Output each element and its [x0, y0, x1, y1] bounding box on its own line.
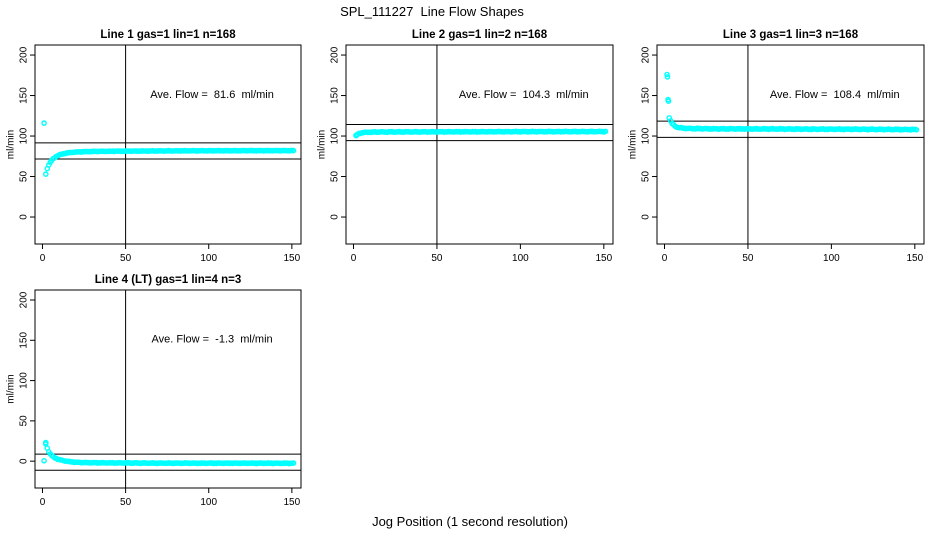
x-axis-label: Jog Position (1 second resolution) [372, 514, 568, 529]
panel-title: Line 1 gas=1 lin=1 n=168 [100, 29, 236, 41]
y-tick-label: 150 [19, 87, 30, 104]
y-tick-label: 0 [19, 214, 30, 220]
y-axis-unit-label: ml/min [6, 130, 17, 159]
y-tick-label: 100 [330, 127, 341, 144]
panel-title: Line 3 gas=1 lin=3 n=168 [723, 29, 859, 41]
x-tick-label: 150 [284, 497, 301, 508]
y-tick-label: 200 [330, 46, 341, 63]
y-axis-unit-label: ml/min [317, 130, 328, 159]
data-points [41, 439, 297, 467]
data-point [290, 147, 297, 154]
y-tick-label: 150 [19, 332, 30, 349]
y-tick-label: 100 [641, 127, 652, 144]
outlier-point [41, 120, 47, 126]
outlier-point [41, 457, 47, 464]
data-point [290, 460, 297, 466]
x-tick-label: 50 [431, 253, 443, 264]
x-tick-label: 150 [595, 253, 612, 264]
panel-3: 0 50 100 150 0 50 100 150 200 ml/min Line 3 gas=1 … [628, 29, 925, 264]
y-axis-unit-label: ml/min [6, 374, 17, 403]
data-point [913, 127, 920, 133]
panel-4: 0 50 100 150 0 50 100 150 200 ml/min Line 4 (LT) g… [6, 274, 302, 508]
y-tick-label: 50 [19, 415, 30, 427]
plot-box [34, 44, 302, 245]
plot-box [345, 44, 614, 245]
y-tick-label: 150 [330, 87, 341, 104]
panel-title: Line 2 gas=1 lin=2 n=168 [412, 29, 548, 41]
data-points [664, 71, 920, 133]
y-tick-label: 50 [641, 171, 652, 183]
x-tick-label: 100 [512, 253, 529, 264]
y-tick-label: 100 [19, 127, 30, 144]
data-point [43, 171, 49, 177]
y-tick-label: 0 [641, 214, 652, 220]
x-tick-label: 0 [662, 253, 668, 264]
y-tick-label: 50 [330, 171, 341, 183]
ave-flow-annotation: Ave. Flow = 81.6 ml/min [150, 89, 274, 101]
x-tick-label: 0 [40, 497, 46, 508]
outlier-point [354, 131, 360, 138]
y-tick-label: 200 [641, 46, 652, 63]
x-tick-label: 50 [120, 497, 132, 508]
panel-1: 0 50 100 150 0 50 100 150 200 ml/min Line 1 gas=1 … [6, 29, 302, 264]
panel-title: Line 4 (LT) gas=1 lin=4 n=3 [95, 274, 241, 286]
figure-title: SPL_111227 Line Flow Shapes [340, 4, 524, 19]
outlier-point [664, 74, 671, 80]
plot-box [34, 289, 302, 489]
y-tick-label: 200 [19, 46, 30, 63]
ave-flow-annotation: Ave. Flow = -1.3 ml/min [151, 334, 272, 346]
y-tick-label: 0 [330, 214, 341, 220]
outlier-point [664, 71, 670, 78]
x-tick-label: 0 [351, 253, 357, 264]
x-tick-label: 0 [40, 253, 46, 264]
x-tick-label: 100 [200, 253, 217, 264]
y-tick-label: 150 [641, 87, 652, 104]
y-tick-label: 0 [19, 458, 30, 464]
data-points [353, 128, 609, 139]
ave-flow-annotation: Ave. Flow = 108.4 ml/min [770, 89, 900, 101]
plot-box [656, 44, 925, 245]
x-tick-label: 50 [742, 253, 754, 264]
data-points [41, 120, 297, 177]
panel-2: 0 50 100 150 0 50 100 150 200 ml/min Line 2 gas=1 … [317, 29, 614, 264]
outlier-point [43, 439, 49, 446]
x-tick-label: 150 [906, 253, 923, 264]
y-axis-unit-label: ml/min [628, 130, 639, 159]
data-point [602, 128, 609, 135]
ave-flow-annotation: Ave. Flow = 104.3 ml/min [459, 89, 589, 101]
y-tick-label: 200 [19, 291, 30, 308]
y-tick-label: 50 [19, 171, 30, 183]
x-tick-label: 50 [120, 253, 132, 264]
x-tick-label: 100 [823, 253, 840, 264]
x-tick-label: 150 [284, 253, 301, 264]
x-tick-label: 100 [200, 497, 217, 508]
outlier-point [665, 98, 672, 104]
y-tick-label: 100 [19, 372, 30, 389]
